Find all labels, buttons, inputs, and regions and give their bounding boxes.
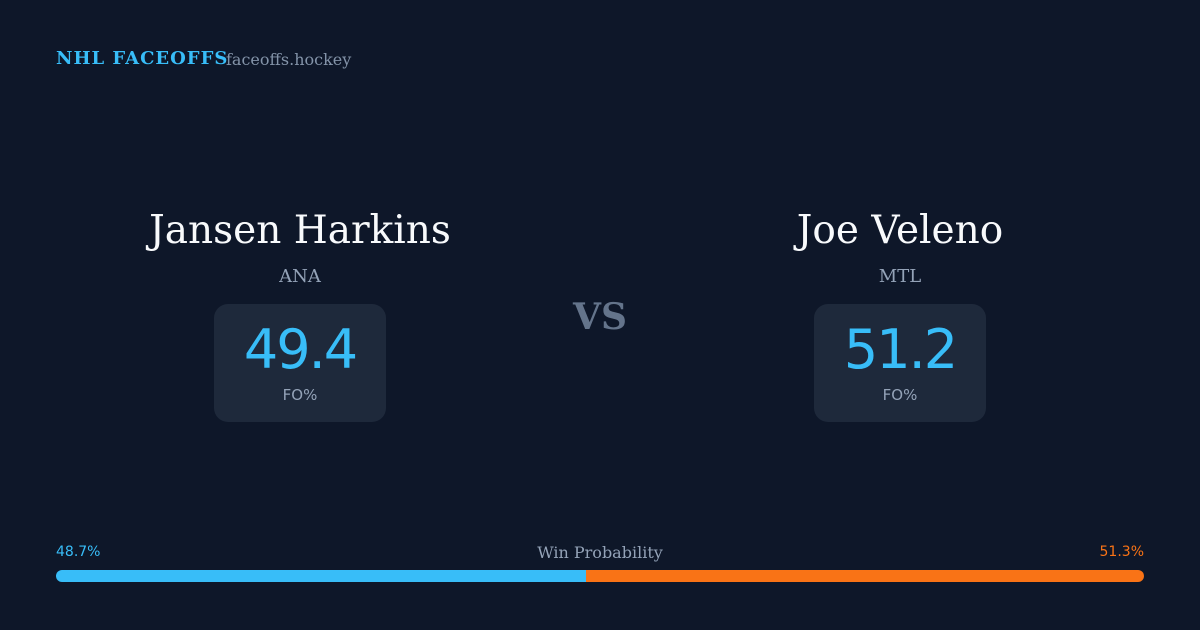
player-card: Jansen Harkins ANA 49.4 FO% bbox=[50, 205, 550, 422]
win-prob-bar bbox=[56, 570, 1144, 582]
fo-value: 51.2 bbox=[843, 318, 958, 381]
win-prob-segment bbox=[585, 570, 1144, 582]
fo-label: FO% bbox=[282, 386, 318, 404]
fo-value: 49.4 bbox=[243, 318, 358, 381]
team: ANA bbox=[279, 266, 321, 287]
brand: NHL FACEOFFS bbox=[56, 48, 229, 69]
stat-box: 49.4 FO% bbox=[213, 304, 387, 422]
win-prob-right: 51.3% bbox=[1099, 544, 1144, 560]
stat-box: 51.2 FO% bbox=[813, 304, 987, 422]
site-name: faceoffs.hockey bbox=[226, 50, 352, 69]
team: MTL bbox=[878, 266, 922, 287]
win-prob-left: 48.7% bbox=[56, 544, 101, 560]
fo-label: FO% bbox=[882, 386, 918, 404]
win-prob-title: Win Probability bbox=[537, 543, 663, 562]
player-card: Joe Veleno MTL 51.2 FO% bbox=[650, 205, 1150, 422]
player-name: Jansen Harkins bbox=[149, 208, 451, 253]
vs: VS bbox=[573, 296, 627, 338]
win-prob-segment bbox=[56, 570, 586, 582]
player-name: Joe Veleno bbox=[796, 208, 1004, 253]
